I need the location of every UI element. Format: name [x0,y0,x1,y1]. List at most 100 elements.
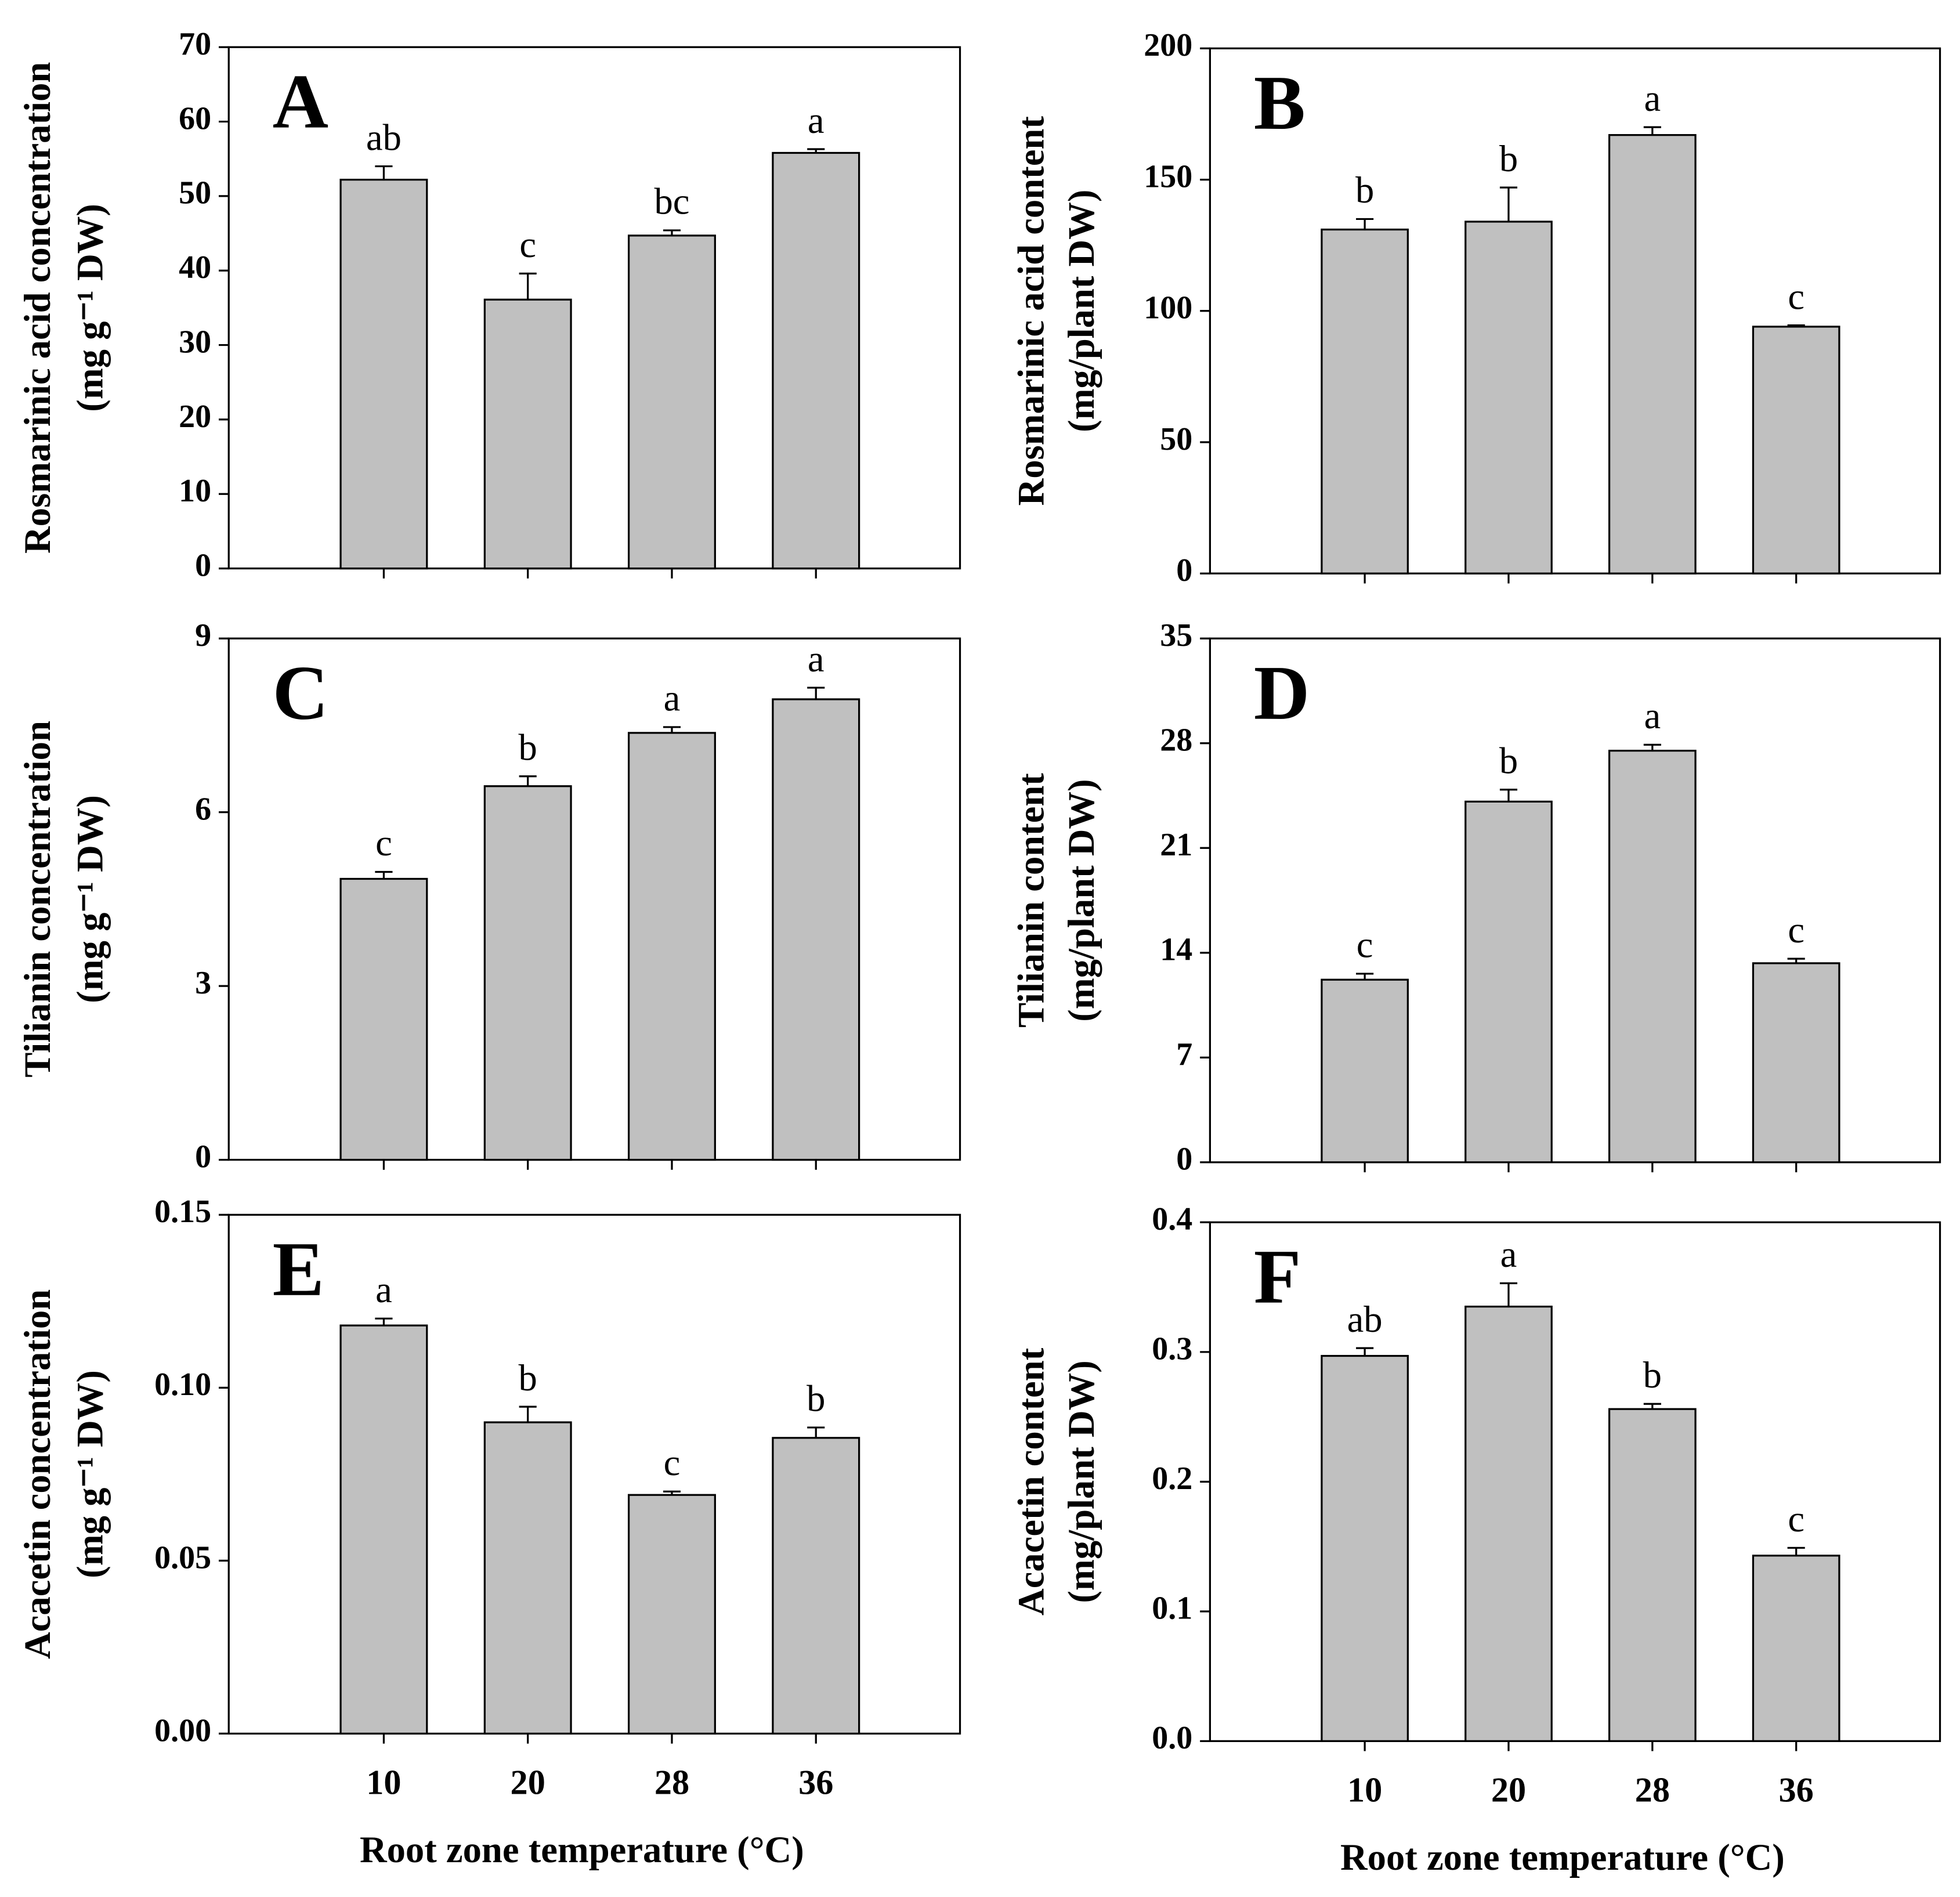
bar [1752,1555,1840,1742]
bar [628,732,716,1161]
y-tick-label: 100 [1144,290,1192,326]
bar [772,698,860,1161]
y-tick-label: 7 [1176,1036,1192,1072]
bar [1321,228,1409,574]
y-tick-label: 28 [1160,722,1192,758]
x-tick-label: 10 [1347,1771,1382,1810]
y-tick-label: 70 [179,26,211,62]
y-tick-label: 35 [1160,617,1192,653]
y-axis-label: (mg g⁻¹ DW) [68,795,110,1003]
y-tick-label: 0.2 [1152,1461,1192,1497]
bar [628,1494,716,1735]
bar [1321,1354,1409,1742]
significance-letter: a [1500,1233,1517,1275]
y-axis-label: (mg g⁻¹ DW) [68,204,110,412]
y-tick-label: 40 [179,250,211,286]
bar [1464,800,1553,1164]
significance-letter: a [808,638,824,680]
y-axis-label: (mg g⁻¹ DW) [68,1370,110,1578]
y-axis-label: (mg/plant DW) [1060,190,1102,432]
x-tick-label: 36 [798,1764,833,1802]
panel-label: E [273,1226,324,1312]
y-tick-label: 0 [1176,1141,1192,1177]
significance-letter: b [519,727,537,768]
significance-letter: b [519,1357,537,1399]
y-tick-label: 6 [195,792,211,828]
bar [483,298,572,570]
significance-letter: a [664,677,681,719]
y-tick-label: 0 [195,547,211,583]
significance-letter: c [1788,1498,1804,1540]
x-tick-label: 28 [1635,1771,1670,1810]
y-tick-label: 60 [179,100,211,136]
y-tick-label: 200 [1144,27,1192,63]
y-tick-label: 3 [195,965,211,1001]
bar [1321,978,1409,1164]
y-tick-label: 150 [1144,158,1192,194]
plot-frame [227,637,961,1161]
significance-letter: c [519,223,536,265]
y-tick-label: 50 [1160,421,1192,457]
x-tick-label: 20 [1491,1771,1526,1810]
y-axis-label: Acacetin content [1010,1347,1052,1616]
y-axis-label: (mg/plant DW) [1060,779,1102,1021]
x-tick-label: 20 [511,1764,545,1802]
y-tick-label: 0.00 [154,1712,211,1748]
significance-letter: b [807,1378,825,1419]
x-tick-label: 10 [366,1764,401,1802]
y-axis-label: Rosmarinic acid concentration [16,62,58,554]
significance-letter: c [375,822,392,863]
bar [483,785,572,1161]
plot-frame [227,46,961,570]
panel-label: F [1254,1234,1301,1320]
bar [772,1437,860,1735]
significance-letter: c [1788,275,1804,317]
bar [339,179,428,570]
significance-letter: b [1499,739,1518,781]
bar [1608,1408,1697,1742]
bar [339,877,428,1161]
significance-letter: ab [1347,1298,1383,1340]
y-tick-label: 0.10 [154,1367,211,1403]
y-tick-label: 0 [1176,552,1192,588]
significance-letter: b [1643,1354,1662,1396]
x-tick-label: 36 [1779,1771,1814,1810]
significance-letter: a [375,1269,392,1310]
bar [1608,134,1697,574]
x-tick-label: 28 [654,1764,689,1802]
y-axis-label: (mg/plant DW) [1060,1360,1102,1603]
y-tick-label: 50 [179,175,211,211]
bar [1464,1305,1553,1742]
y-tick-label: 30 [179,324,211,360]
y-tick-label: 20 [179,399,211,435]
significance-letter: a [1644,695,1661,736]
significance-letter: c [1357,924,1373,966]
bar [1752,326,1840,574]
panel-label: B [1254,60,1306,146]
bar [483,1421,572,1735]
y-tick-label: 0.4 [1152,1201,1192,1237]
panel-label: D [1254,650,1310,736]
bar [628,234,716,570]
y-tick-label: 9 [195,617,211,653]
panel-label: C [273,650,328,736]
plot-frame [227,1213,961,1735]
y-axis-label: Rosmarinic acid content [1010,116,1052,506]
y-tick-label: 14 [1160,932,1192,968]
bar [1464,221,1553,574]
y-axis-label: Tilianin content [1010,773,1052,1028]
bar [339,1324,428,1735]
bar [1752,962,1840,1164]
y-axis-label: Tilianin concentration [16,721,58,1078]
significance-letter: b [1355,169,1374,211]
significance-letter: bc [654,180,689,222]
x-axis-label: Root zone temperature (°C) [1340,1836,1785,1878]
y-tick-label: 0.05 [154,1540,211,1576]
bar [1608,750,1697,1164]
panel-label: A [273,59,328,144]
y-tick-label: 10 [179,473,211,509]
x-axis-label: Root zone temperature (°C) [360,1829,804,1870]
significance-letter: ab [366,116,402,158]
